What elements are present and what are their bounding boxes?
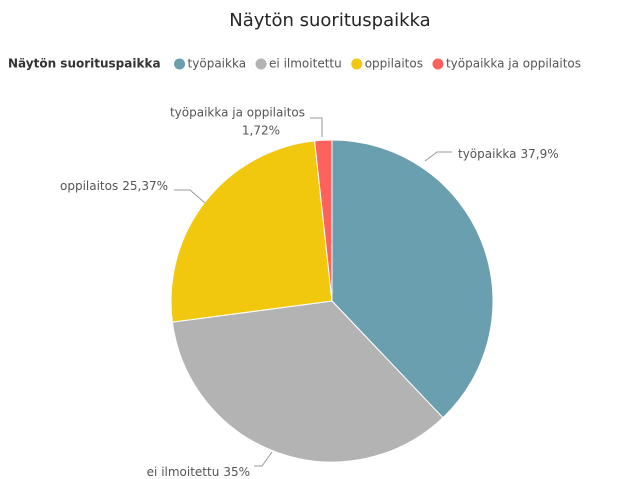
slice-category: ei ilmoitettu [147, 465, 220, 479]
legend-swatch [174, 58, 186, 70]
pie-slice [331, 139, 494, 419]
leader-line [424, 151, 452, 162]
legend-label: oppilaitos [365, 57, 423, 71]
slice-category: työpaikka [458, 147, 517, 161]
legend-swatch [351, 58, 363, 70]
slice-label: oppilaitos 25,37% [60, 179, 168, 193]
slice-label: ei ilmoitettu 35% [147, 465, 250, 479]
pie-slice [314, 139, 333, 302]
legend-label: työpaikka [188, 57, 247, 71]
slice-label: työpaikka 37,9% [458, 147, 559, 161]
pie-slice [170, 140, 333, 323]
legend-swatch [432, 58, 444, 70]
leader-line [174, 189, 206, 204]
leader-line [310, 117, 323, 137]
slice-label: työpaikka ja oppilaitos [170, 106, 305, 120]
slice-value: 35% [223, 465, 250, 479]
chart-title: Näytön suorituspaikka [229, 10, 430, 31]
legend-label: ei ilmoitettu [269, 57, 342, 71]
slice-value: 1,72% [242, 124, 280, 138]
pie-slice [171, 300, 444, 463]
slice-category: oppilaitos [60, 179, 118, 193]
legend-title: Näytön suorituspaikka [8, 57, 161, 71]
leader-line [254, 451, 273, 467]
slice-value: 37,9% [521, 147, 559, 161]
slice-value: 25,37% [122, 179, 168, 193]
legend-label: työpaikka ja oppilaitos [446, 57, 581, 71]
legend-swatch [255, 58, 267, 70]
